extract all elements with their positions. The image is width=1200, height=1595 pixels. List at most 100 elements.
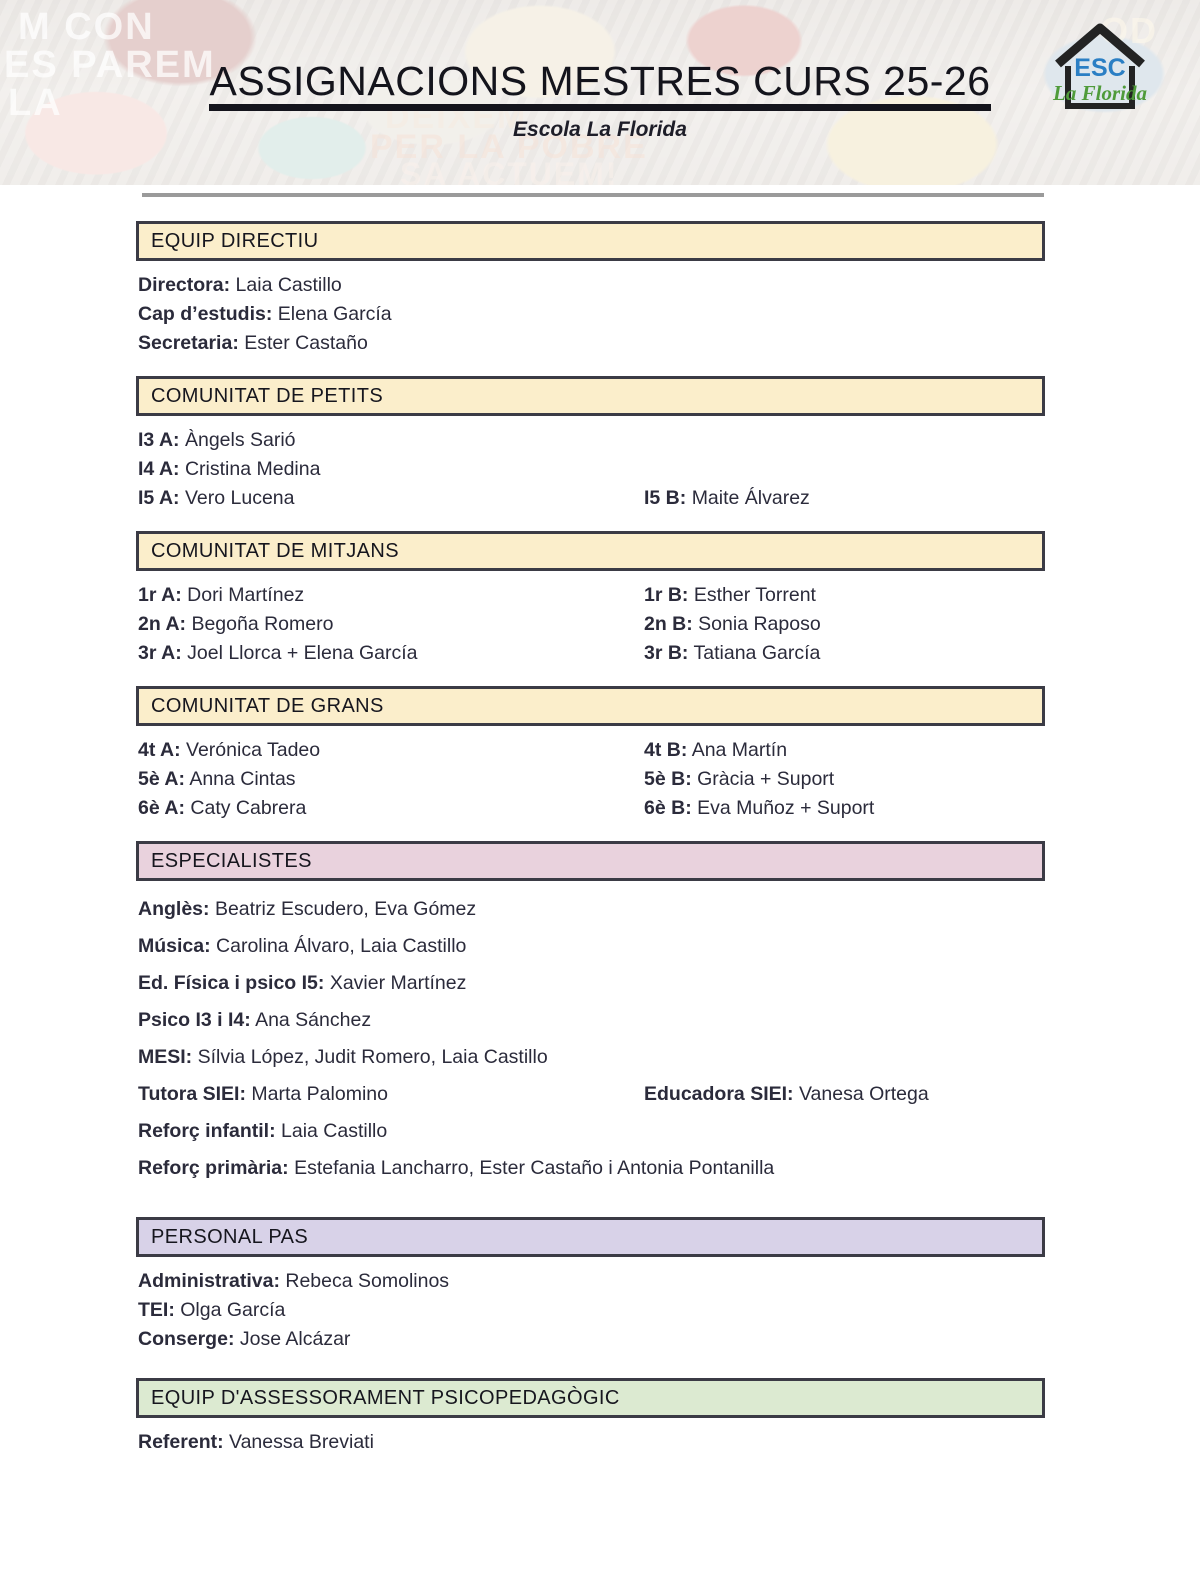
section-title: PERSONAL PAS — [151, 1225, 309, 1248]
assignment-label: Cap d’estudis: — [138, 303, 273, 325]
assignment-value: Àngels Sarió — [184, 429, 296, 451]
assignment-value: Vanessa Breviati — [229, 1431, 374, 1453]
assignment-row: Tutora SIEI: Marta Palomino Educadora SI… — [138, 1076, 1200, 1113]
assignment-label: I4 A: — [138, 458, 180, 480]
assignment-value: Dori Martínez — [187, 584, 305, 606]
assignment-label: Directora: — [138, 274, 231, 296]
assignment-value: Verónica Tadeo — [186, 739, 321, 761]
assignment-row: I3 A: Àngels Sarió — [138, 426, 1200, 455]
assignment-cell: Reforç primària: Estefania Lancharro, Es… — [138, 1150, 774, 1187]
assignment-row: I4 A: Cristina Medina — [138, 455, 1200, 484]
assignment-value: Ana Sánchez — [255, 1009, 372, 1031]
assignment-label: Anglès: — [138, 898, 210, 920]
assignment-row: Anglès: Beatriz Escudero, Eva Gómez — [138, 891, 1200, 928]
assignment-cell: Ed. Física i psico I5: Xavier Martínez — [138, 965, 644, 1002]
section-title: EQUIP DIRECTIU — [151, 229, 319, 252]
assignment-value: Gràcia + Suport — [697, 768, 835, 790]
assignment-label: 1r B: — [644, 584, 689, 606]
assignment-label: I3 A: — [138, 429, 180, 451]
assignment-cell: 1r B: Esther Torrent — [644, 581, 1200, 610]
assignment-label: 2n A: — [138, 613, 187, 635]
section-rows: I3 A: Àngels Sarió I4 A: Cristina Medina… — [138, 426, 1200, 513]
assignment-value: Caty Cabrera — [190, 797, 307, 819]
assignment-value: Laia Castillo — [235, 274, 342, 296]
assignment-cell: 6è B: Eva Muñoz + Suport — [644, 794, 1200, 823]
assignment-cell: I5 B: Maite Álvarez — [644, 484, 1200, 513]
mural-word: LA — [8, 82, 63, 124]
assignment-value: Sonia Raposo — [698, 613, 821, 635]
assignment-value: Joel Llorca + Elena García — [187, 642, 418, 664]
assignment-cell: 2n A: Begoña Romero — [138, 610, 644, 639]
page-subtitle: Escola La Florida — [513, 118, 687, 141]
assignment-cell: Cap d’estudis: Elena García — [138, 300, 644, 329]
assignment-value: Vero Lucena — [184, 487, 295, 509]
assignment-cell: Psico I3 i I4: Ana Sánchez — [138, 1002, 644, 1039]
assignment-cell: Referent: Vanessa Breviati — [138, 1428, 644, 1457]
banner-white-overlay — [0, 0, 1200, 185]
page-title: ASSIGNACIONS MESTRES CURS 25-26 — [209, 59, 991, 112]
spacer — [0, 1187, 1200, 1217]
section-header-comunitat-de-grans: COMUNITAT DE GRANS — [136, 686, 1045, 726]
assignment-cell: 5è A: Anna Cintas — [138, 765, 644, 794]
header-divider — [142, 193, 1044, 197]
mural-word: M CON — [18, 6, 155, 48]
section-title: ESPECIALISTES — [151, 849, 312, 872]
assignment-cell: 4t A: Verónica Tadeo — [138, 736, 644, 765]
assignment-value: Eva Muñoz + Suport — [697, 797, 875, 819]
assignment-row: 5è A: Anna Cintas 5è B: Gràcia + Suport — [138, 765, 1200, 794]
assignment-value: Rebeca Somolinos — [285, 1270, 450, 1292]
assignment-label: Referent: — [138, 1431, 224, 1453]
assignment-value: Esther Torrent — [693, 584, 816, 606]
assignment-row: Psico I3 i I4: Ana Sánchez — [138, 1002, 1200, 1039]
assignment-value: Ester Castaño — [244, 332, 368, 354]
assignment-row: 2n A: Begoña Romero 2n B: Sonia Raposo — [138, 610, 1200, 639]
assignment-row: Secretaria: Ester Castaño — [138, 329, 1200, 358]
assignment-cell: Anglès: Beatriz Escudero, Eva Gómez — [138, 891, 644, 928]
assignment-value: Elena García — [277, 303, 392, 325]
section-rows: 4t A: Verónica Tadeo 4t B: Ana Martín 5è… — [138, 736, 1200, 823]
assignment-label: 3r B: — [644, 642, 689, 664]
assignment-cell: Secretaria: Ester Castaño — [138, 329, 644, 358]
assignment-label: Educadora SIEI: — [644, 1083, 794, 1105]
assignment-label: Administrativa: — [138, 1270, 280, 1292]
assignment-row: Administrativa: Rebeca Somolinos — [138, 1267, 1200, 1296]
assignment-value: Olga García — [180, 1299, 286, 1321]
assignment-row: Música: Carolina Álvaro, Laia Castillo — [138, 928, 1200, 965]
assignment-cell: 1r A: Dori Martínez — [138, 581, 644, 610]
assignment-label: 4t A: — [138, 739, 181, 761]
section-header-especialistes: ESPECIALISTES — [136, 841, 1045, 881]
assignment-cell: 4t B: Ana Martín — [644, 736, 1200, 765]
assignment-cell: Educadora SIEI: Vanesa Ortega — [644, 1076, 1200, 1113]
assignment-row: 3r A: Joel Llorca + Elena García 3r B: T… — [138, 639, 1200, 668]
logo-text-esc: ESC — [1074, 54, 1125, 82]
spacer — [0, 513, 1200, 531]
document-body: EQUIP DIRECTIU Directora: Laia Castillo … — [0, 193, 1200, 1457]
assignment-label: Conserge: — [138, 1328, 235, 1350]
assignment-row: 6è A: Caty Cabrera 6è B: Eva Muñoz + Sup… — [138, 794, 1200, 823]
assignment-cell: Directora: Laia Castillo — [138, 271, 644, 300]
section-title: COMUNITAT DE GRANS — [151, 694, 384, 717]
section-comunitat-de-mitjans: COMUNITAT DE MITJANS 1r A: Dori Martínez… — [0, 531, 1200, 668]
assignment-value: Cristina Medina — [184, 458, 321, 480]
assignment-row: Ed. Física i psico I5: Xavier Martínez — [138, 965, 1200, 1002]
page-title-container: ASSIGNACIONS MESTRES CURS 25-26 — [0, 59, 1200, 112]
assignment-cell: I4 A: Cristina Medina — [138, 455, 644, 484]
assignment-cell: 3r B: Tatiana García — [644, 639, 1200, 668]
assignment-label: 6è B: — [644, 797, 692, 819]
assignment-label: Ed. Física i psico I5: — [138, 972, 325, 994]
section-title: COMUNITAT DE MITJANS — [151, 539, 399, 562]
assignment-value: Estefania Lancharro, Ester Castaño i Ant… — [294, 1157, 775, 1179]
assignment-cell: 3r A: Joel Llorca + Elena García — [138, 639, 644, 668]
assignment-value: Anna Cintas — [189, 768, 296, 790]
assignment-cell: 2n B: Sonia Raposo — [644, 610, 1200, 639]
assignment-value: Marta Palomino — [251, 1083, 388, 1105]
assignment-cell: Reforç infantil: Laia Castillo — [138, 1113, 644, 1150]
assignment-label: 6è A: — [138, 797, 185, 819]
assignment-label: I5 B: — [644, 487, 687, 509]
assignment-label: MESI: — [138, 1046, 193, 1068]
section-header-personal-pas: PERSONAL PAS — [136, 1217, 1045, 1257]
section-title: EQUIP D'ASSESSORAMENT PSICOPEDAGÒGIC — [151, 1386, 620, 1409]
assignment-label: Música: — [138, 935, 211, 957]
assignment-row: Reforç infantil: Laia Castillo — [138, 1113, 1200, 1150]
spacer — [0, 197, 1200, 221]
